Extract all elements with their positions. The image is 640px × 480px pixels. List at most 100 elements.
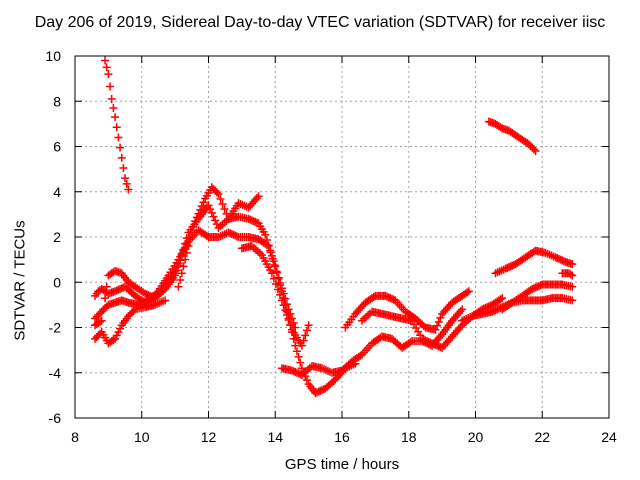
data-point <box>122 179 131 188</box>
data-point <box>96 317 105 326</box>
data-point <box>117 153 126 162</box>
data-point <box>299 336 308 345</box>
data-point <box>262 240 271 249</box>
data-point <box>281 306 290 315</box>
data-point <box>177 269 186 278</box>
data-point <box>436 313 445 322</box>
data-point <box>101 294 110 303</box>
data-point <box>294 352 303 361</box>
data-point <box>416 331 425 340</box>
data-point <box>292 347 301 356</box>
data-point <box>272 267 281 276</box>
data-point <box>456 323 465 332</box>
data-point <box>268 254 277 263</box>
data-point <box>114 133 123 142</box>
series-s5 <box>91 296 170 348</box>
data-point <box>214 223 223 232</box>
data-point <box>232 232 241 241</box>
data-point <box>218 220 227 229</box>
data-point <box>273 285 282 294</box>
data-point <box>414 327 423 336</box>
y-tick-label: 6 <box>53 139 61 155</box>
data-point <box>209 212 218 221</box>
series-s7 <box>237 242 313 350</box>
y-tick-label: 2 <box>53 229 61 245</box>
grid-lines <box>75 56 609 418</box>
data-point <box>207 208 216 217</box>
data-point <box>434 317 443 326</box>
data-point <box>182 234 191 243</box>
data-point <box>279 301 288 310</box>
data-point <box>529 145 538 154</box>
data-point <box>176 275 185 284</box>
series-s9 <box>341 287 473 334</box>
data-point <box>174 261 183 270</box>
data-point <box>366 309 375 318</box>
data-point <box>305 363 314 372</box>
x-tick-label: 20 <box>468 429 484 445</box>
data-point <box>121 174 130 183</box>
data-point <box>149 293 158 302</box>
data-point <box>218 199 227 208</box>
x-axis-label: GPS time / hours <box>284 456 400 473</box>
data-point <box>568 260 577 269</box>
data-point <box>296 370 305 379</box>
data-point <box>101 56 110 65</box>
data-point <box>568 296 577 305</box>
data-point <box>184 242 193 251</box>
data-point <box>269 274 278 283</box>
data-point <box>97 316 106 325</box>
data-point <box>297 341 306 350</box>
x-tick-label: 22 <box>534 429 550 445</box>
data-point <box>277 284 286 293</box>
data-point <box>358 316 367 325</box>
data-point <box>302 376 311 385</box>
x-tick-label: 10 <box>134 429 150 445</box>
data-point <box>109 335 118 344</box>
data-point <box>276 279 285 288</box>
data-point <box>112 123 121 132</box>
data-point <box>216 194 225 203</box>
data-point <box>220 218 229 227</box>
series-s13 <box>491 246 577 278</box>
data-point <box>199 198 208 207</box>
x-tick-label: 12 <box>201 429 217 445</box>
data-point <box>304 321 313 330</box>
data-point <box>254 192 263 201</box>
data-point <box>463 288 472 297</box>
data-point <box>174 282 183 291</box>
series-s15 <box>174 242 193 291</box>
data-point <box>275 290 284 299</box>
series-s10 <box>358 294 507 352</box>
data-point <box>566 270 575 279</box>
data-point <box>211 216 220 225</box>
data-point <box>267 269 276 278</box>
data-point <box>109 104 118 113</box>
chart-title: Day 206 of 2019, Sidereal Day-to-day VTE… <box>34 14 606 31</box>
data-point <box>498 294 507 303</box>
data-point <box>206 205 215 214</box>
data-point <box>496 295 505 304</box>
data-point <box>214 190 223 199</box>
data-point <box>360 314 369 323</box>
y-axis-label: SDTVAR / TECUs <box>11 220 29 341</box>
data-point <box>119 163 128 172</box>
data-point <box>107 94 116 103</box>
data-point <box>182 248 191 257</box>
data-point <box>431 325 440 334</box>
data-point <box>531 147 540 156</box>
y-tick-label: -4 <box>49 365 62 381</box>
data-point <box>179 262 188 271</box>
data-point <box>249 243 258 252</box>
data-point <box>406 338 415 347</box>
y-tick-label: 8 <box>53 93 61 109</box>
data-point <box>362 313 371 322</box>
data-point <box>264 242 273 251</box>
series-s12 <box>498 280 577 314</box>
data-point <box>216 222 225 231</box>
series-s6 <box>91 192 263 330</box>
data-point <box>302 326 311 335</box>
x-tick-label: 8 <box>71 429 79 445</box>
